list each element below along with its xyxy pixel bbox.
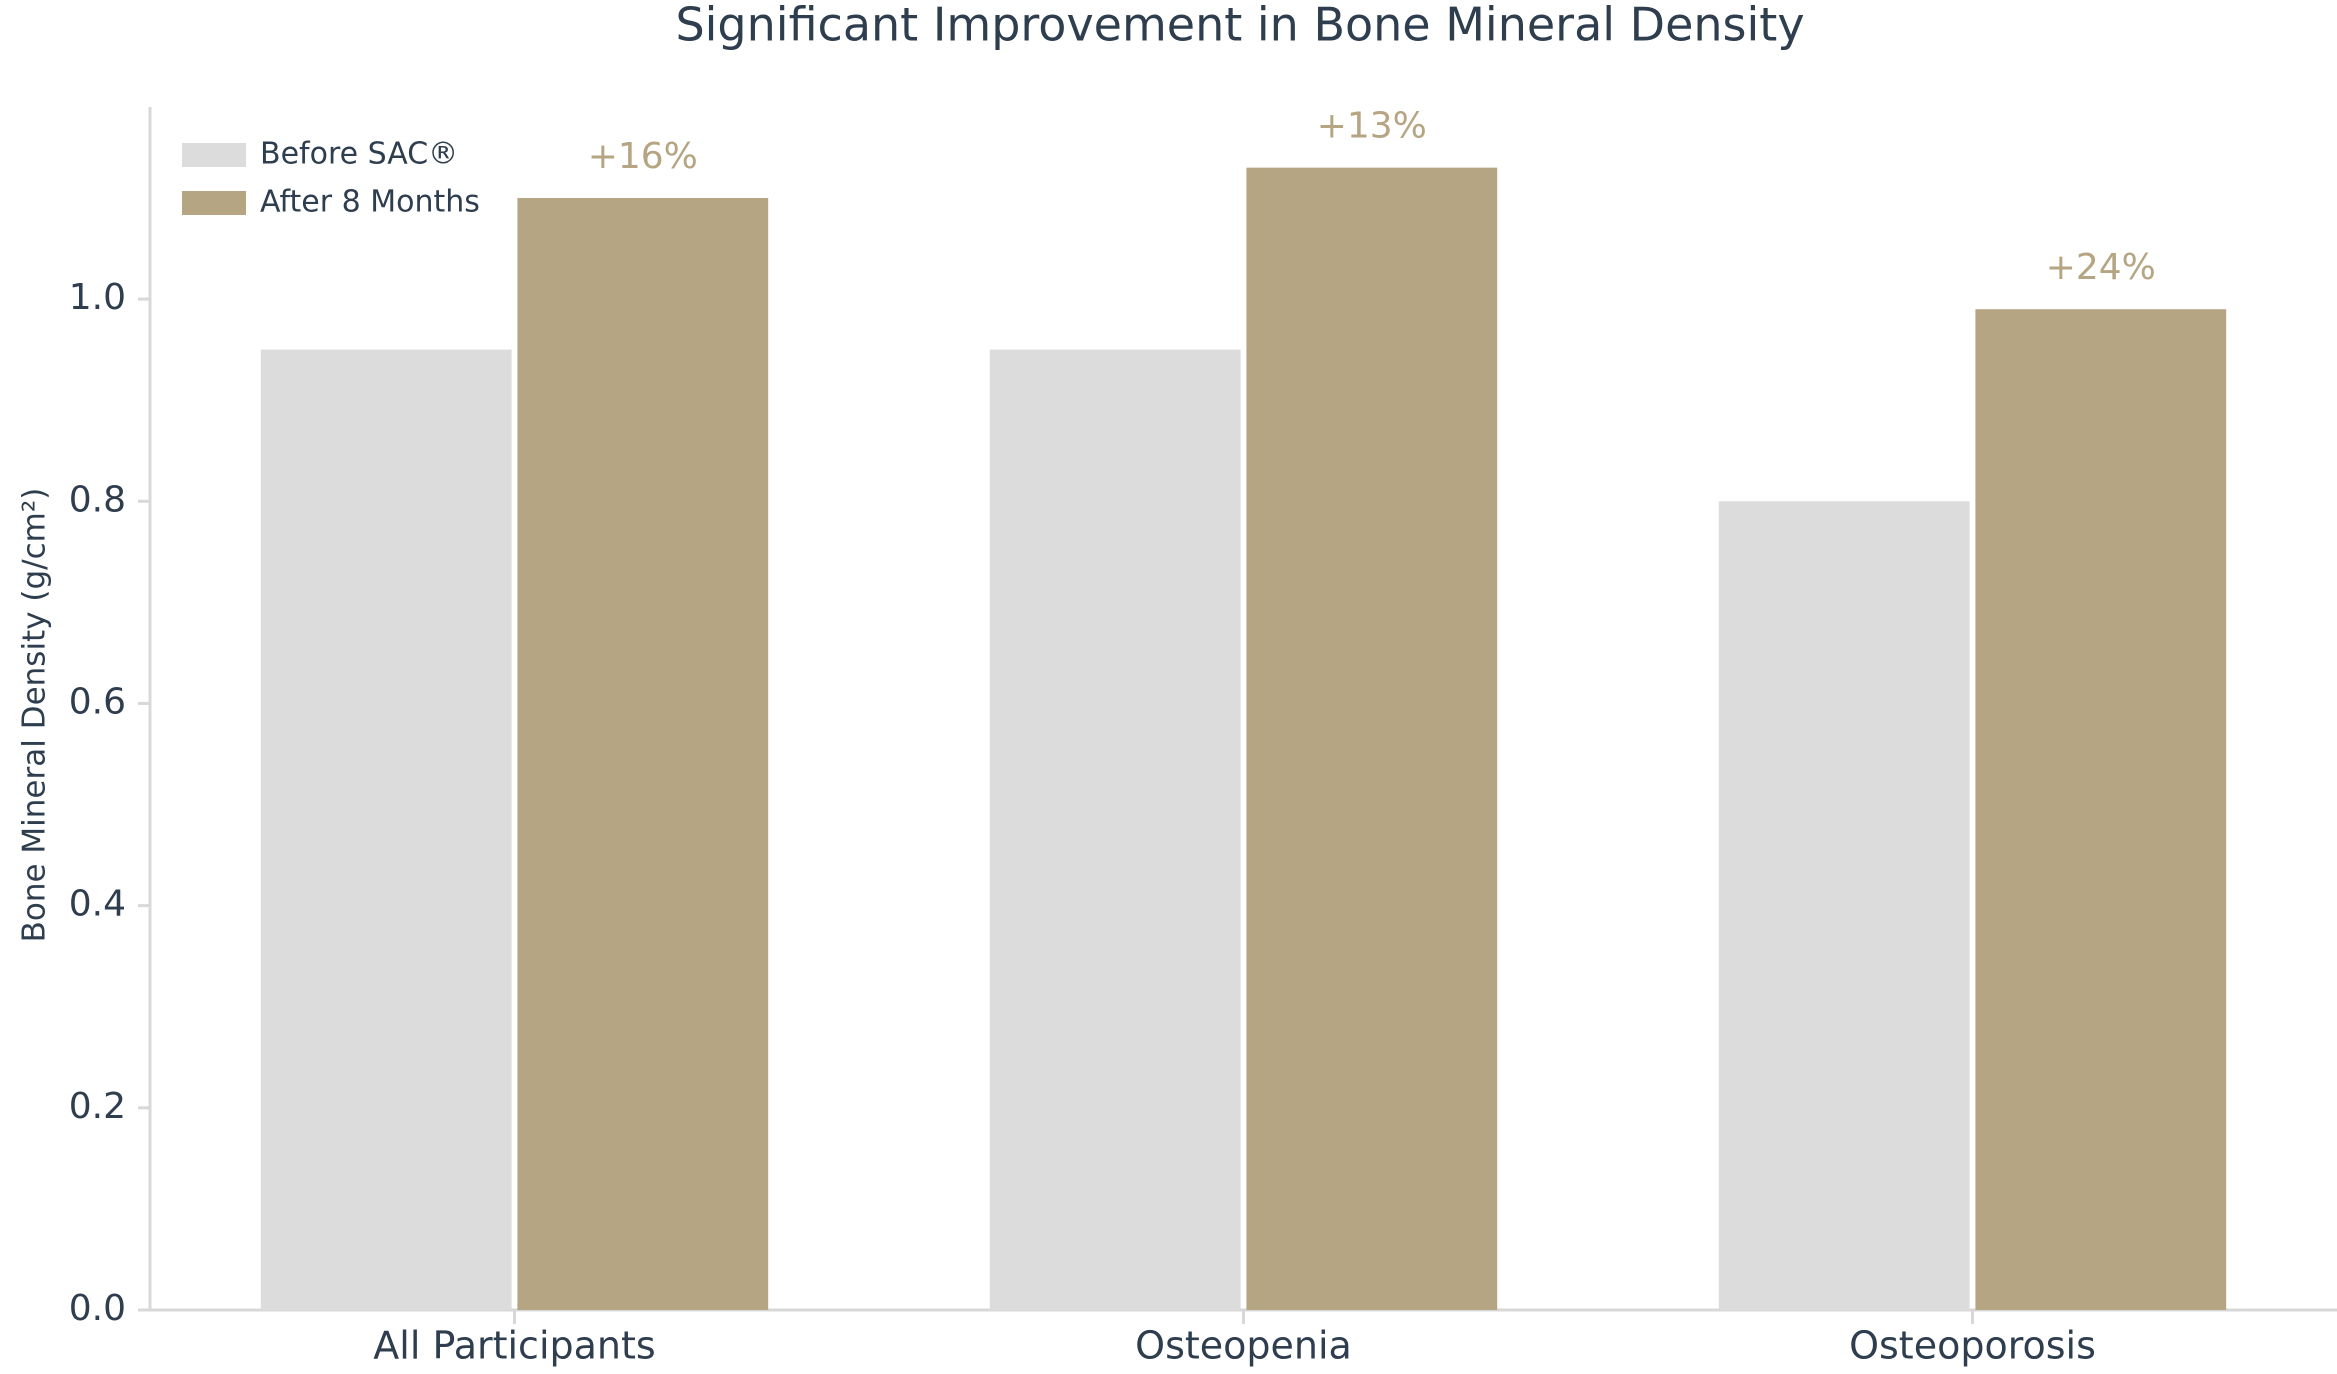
bar [1246,167,1498,1310]
legend-label: Before SAC® [260,137,458,172]
legend-label: After 8 Months [260,185,480,220]
annotation: +13% [1317,106,1427,147]
y-tick-label: 0.8 [69,479,126,520]
legend-swatch [182,191,246,215]
x-tick-label: All Participants [373,1324,655,1368]
chart-title: Significant Improvement in Bone Mineral … [675,0,1804,52]
legend-swatch [182,143,246,167]
bar [260,349,512,1311]
bar [517,197,769,1311]
y-tick-label: 0.4 [69,884,126,925]
annotation: +24% [2046,247,2156,288]
bar [1718,501,1970,1310]
y-tick-label: 0.6 [69,681,126,722]
annotation: +16% [588,136,698,177]
y-tick-label: 1.0 [69,277,126,318]
y-axis-label: Bone Mineral Density (g/cm²) [17,488,53,943]
bar [1975,309,2227,1310]
x-tick-label: Osteoporosis [1849,1324,2096,1368]
y-tick-label: 0.2 [69,1086,126,1127]
bar [989,349,1241,1311]
x-tick-label: Osteopenia [1135,1324,1352,1368]
y-tick-label: 0.0 [69,1288,126,1329]
